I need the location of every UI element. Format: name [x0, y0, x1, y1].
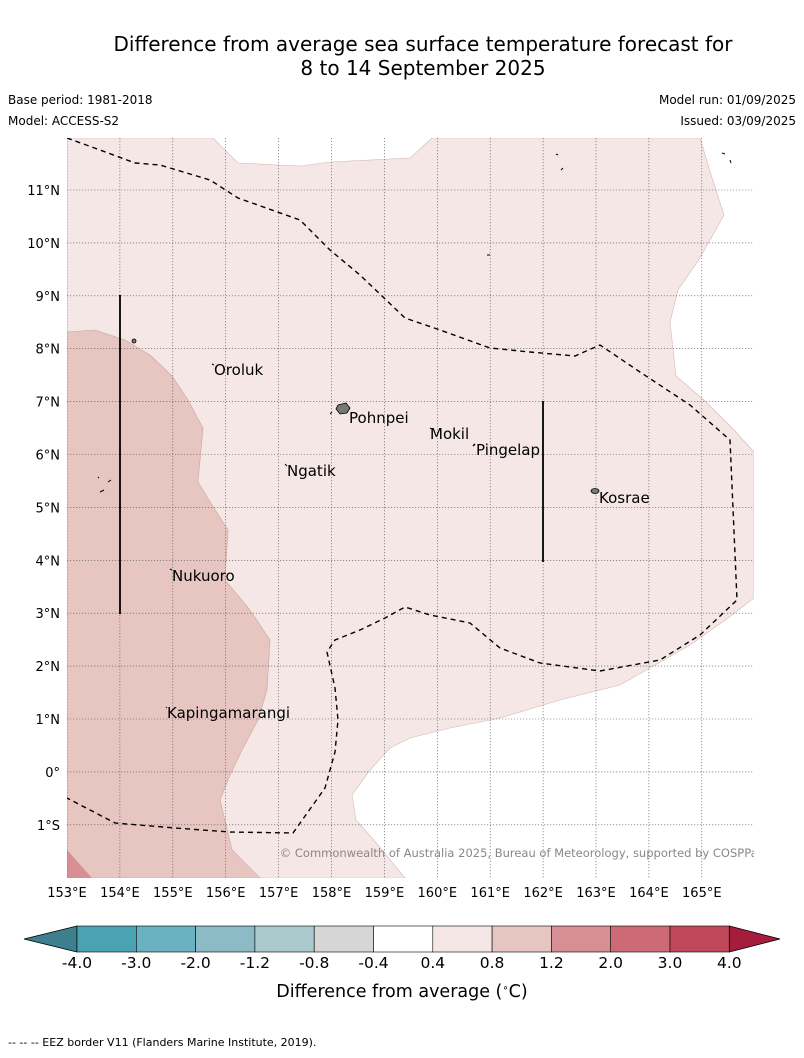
place-label-kapingamarangi: Kapingamarangi [167, 704, 290, 722]
colorbar-segment [76, 925, 137, 953]
copyright-text: © Commonwealth of Australia 2025, Bureau… [280, 846, 764, 860]
colorbar-tick-label: -4.0 [62, 954, 92, 972]
colorbar-tick-label: -0.8 [299, 954, 329, 972]
lon-label: 162°E [523, 886, 563, 901]
lon-label: 161°E [470, 886, 510, 901]
colorbar-segment [432, 925, 493, 953]
colorbar-tick-label: -2.0 [180, 954, 210, 972]
colorbar-segment [313, 925, 374, 953]
place-label-nukuoro: Nukuoro [172, 567, 235, 585]
eez-footnote: -- -- -- EEZ border V11 (Flanders Marine… [8, 1036, 317, 1049]
title-line-2: 8 to 14 September 2025 [300, 56, 546, 80]
lat-label: 1°N [36, 713, 61, 728]
colorbar-segment [551, 925, 612, 953]
place-label-oroluk: Oroluk [214, 361, 263, 379]
lon-label: 163°E [576, 886, 616, 901]
small-atolls [97, 152, 732, 709]
place-label-ngatik: Ngatik [287, 462, 336, 480]
colorbar-segment [610, 925, 671, 953]
lat-label: 11°N [27, 184, 60, 199]
lon-label: 157°E [259, 886, 299, 901]
map-title: Difference from average sea surface temp… [0, 32, 804, 80]
gridlines [67, 138, 754, 878]
anomaly-region-1.2-2.0 [67, 850, 92, 878]
lon-label: 158°E [312, 886, 352, 901]
place-label-mokil: Mokil [430, 425, 469, 443]
colorbar-tick-label: 2.0 [598, 954, 623, 972]
eez-line-extension [472, 443, 476, 447]
lat-label: 8°N [36, 343, 61, 358]
lon-label: 164°E [629, 886, 669, 901]
colorbar-segment [669, 925, 730, 953]
colorbar-tick-label: -0.4 [358, 954, 388, 972]
title-line-1: Difference from average sea surface temp… [113, 32, 733, 56]
lon-label: 156°E [206, 886, 246, 901]
lat-label: 9°N [36, 290, 61, 305]
colorbar-tick-label: 0.8 [480, 954, 505, 972]
colorbar-tick-label: 4.0 [717, 954, 742, 972]
eez-border-north [67, 138, 738, 834]
colorbar-segment [195, 925, 256, 953]
colorbar-label-text: Difference from average ( [276, 982, 502, 1002]
islands [131, 338, 600, 494]
model-name: Model: ACCESS-S2 [8, 114, 120, 128]
colorbar-tick-label: 3.0 [658, 954, 683, 972]
colorbar-extend-high [728, 925, 781, 953]
colorbar-segment [491, 925, 552, 953]
eez-borders [67, 138, 738, 834]
lat-label: 2°N [36, 660, 61, 675]
near-normal-patch [750, 230, 754, 236]
place-labels: Oroluk Pohnpei Mokil Pingelap Ngatik Kos… [167, 361, 650, 722]
place-label-pohnpei: Pohnpei [349, 409, 409, 427]
lat-label: 0° [45, 766, 60, 781]
colorbar-tick-label: -1.2 [240, 954, 270, 972]
place-label-pingelap: Pingelap [476, 441, 540, 459]
lat-label: 7°N [36, 396, 61, 411]
map-area: Oroluk Pohnpei Mokil Pingelap Ngatik Kos… [67, 138, 764, 878]
colorbar-tick-label: -3.0 [121, 954, 151, 972]
colorbar-segments [23, 925, 781, 953]
lon-label: 154°E [100, 886, 140, 901]
colorbar-label-unit: C) [509, 982, 528, 1002]
model-run: Model run: 01/09/2025 [658, 93, 796, 107]
lon-label: 155°E [153, 886, 193, 901]
colorbar-label: Difference from average (∘C) [276, 982, 527, 1002]
lat-label: 10°N [27, 237, 60, 252]
pohnpei-island [335, 402, 351, 415]
ant-atoll [131, 338, 137, 344]
kosrae-island [590, 488, 600, 494]
colorbar-tick-label: 0.4 [420, 954, 445, 972]
lat-label: 6°N [36, 449, 61, 464]
lon-label: 159°E [365, 886, 405, 901]
lat-label: 3°N [36, 607, 61, 622]
lon-label: 153°E [47, 886, 87, 901]
issued-date: Issued: 03/09/2025 [680, 114, 796, 128]
colorbar-ticks: -4.0 -3.0 -2.0 -1.2 -0.8 -0.4 0.4 0.8 1.2 2.0 3.0 4… [62, 954, 742, 972]
place-label-kosrae: Kosrae [599, 489, 650, 507]
colorbar-tick-label: 1.2 [539, 954, 564, 972]
colorbar-segment [254, 925, 315, 953]
lat-label: 5°N [36, 501, 61, 516]
colorbar-segment [373, 925, 434, 953]
colorbar-segment [136, 925, 196, 953]
longitude-labels: 153°E 154°E 155°E 156°E 157°E 158°E 159°E 160°E… [47, 886, 721, 901]
degree-symbol: ∘ [502, 983, 508, 994]
lat-label: 4°N [36, 554, 61, 569]
colorbar-extend-low [23, 925, 78, 953]
base-period: Base period: 1981-2018 [8, 93, 153, 107]
latitude-labels: 11°N 10°N 9°N 8°N 7°N 6°N 5°N 4°N 3°N 2°N 1°N 0° 1°S [27, 184, 60, 834]
lon-label: 165°E [682, 886, 722, 901]
colorbar: -4.0 -3.0 -2.0 -1.2 -0.8 -0.4 0.4 0.8 1.2 2.0 3.0 4… [23, 925, 781, 1002]
lat-label: 1°S [37, 819, 60, 834]
lon-label: 160°E [418, 886, 458, 901]
